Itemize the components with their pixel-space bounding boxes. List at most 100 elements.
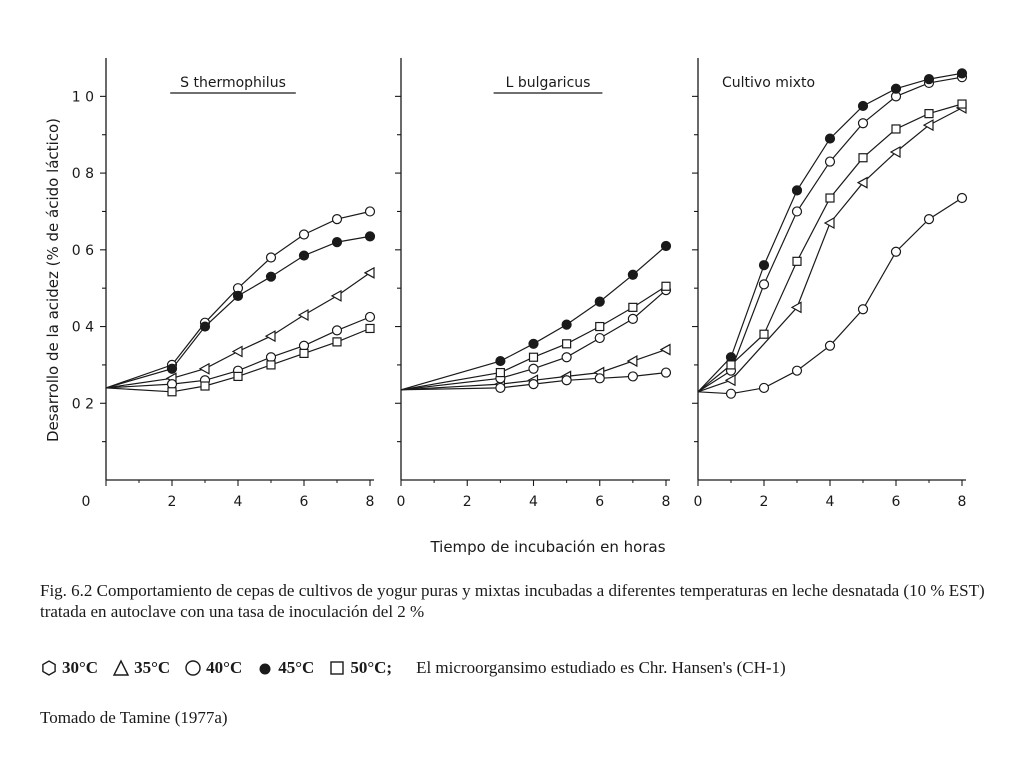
y-tick-label: 0 6 (72, 243, 94, 259)
x-tick-label: 8 (662, 494, 671, 510)
series-line (105, 272, 371, 389)
series-35-c (105, 266, 375, 389)
legend-item: 45°C (256, 657, 314, 678)
data-point (265, 271, 277, 282)
data-point (857, 304, 869, 315)
data-point (890, 83, 902, 94)
data-point (922, 119, 934, 132)
figure-chart: 0 2 0 4 0 6 0 8 1 0 0 2 4 6 8 S thermophilus 0 2 4 6 8 L… (44, 58, 968, 556)
data-point (891, 124, 901, 134)
data-point (364, 231, 376, 242)
data-point (790, 301, 802, 314)
data-point (726, 360, 736, 370)
source-credit: Tomado de Tamine (1977a) (40, 708, 228, 727)
data-point (298, 250, 310, 261)
data-point (792, 256, 802, 266)
data-point (495, 355, 506, 367)
x-tick-label: 2 (760, 494, 769, 510)
y-tick-label: 0 8 (72, 166, 94, 182)
data-point (858, 153, 868, 163)
chart-panels: 0 2 0 4 0 6 0 8 1 0 0 2 4 6 8 S thermophilus 0 2 4 6 8 L… (72, 58, 968, 510)
hexagon-marker-icon (42, 659, 56, 676)
data-point (956, 68, 968, 79)
x-tick-label: 2 (463, 494, 472, 510)
series-line (697, 107, 963, 393)
triangle-marker-icon (112, 658, 130, 676)
x-tick-label: 6 (300, 494, 309, 510)
data-point (594, 332, 605, 344)
y-tick-label: 0 2 (72, 396, 94, 412)
series-line (105, 235, 371, 389)
circle-filled-marker-icon (259, 663, 271, 674)
data-point (627, 313, 638, 324)
data-point (266, 360, 276, 370)
data-point (561, 352, 572, 363)
data-point (857, 100, 869, 112)
x-tick-label: 0 (694, 494, 703, 510)
legend-item: 50°C; (328, 657, 392, 678)
y-axis-label: Desarrollo de la acidez (% de ácido láct… (44, 118, 62, 442)
legend-label: 45°C (278, 658, 315, 677)
y-tick-label: 1 0 (72, 89, 94, 105)
data-point (758, 260, 770, 271)
panel-2: 0 2 4 6 8 L bulgaricus (395, 58, 672, 510)
legend-note: El microorgansimo estudiado es Chr. Hans… (416, 658, 786, 677)
data-point (331, 237, 343, 248)
square-marker-icon (330, 660, 345, 675)
data-point (924, 109, 934, 119)
panel-title: S thermophilus (180, 75, 286, 91)
data-point (627, 269, 638, 280)
panel-3: 0 2 4 6 8 Cultivo mixto (692, 58, 968, 510)
legend-item: 30°C (40, 657, 98, 678)
series-40-c (400, 367, 672, 394)
legend-items: 30°C 35°C 40°C 45°C 50°C; (40, 657, 406, 678)
series-line (105, 327, 371, 393)
data-point (200, 381, 210, 391)
temperature-legend: 30°C 35°C 40°C 45°C 50°C; El microorgansimo … (40, 657, 1000, 678)
data-point (659, 343, 671, 356)
series-45-c (105, 231, 376, 389)
data-point (297, 309, 309, 322)
data-point (265, 252, 277, 263)
data-point (231, 345, 243, 358)
data-point (823, 216, 835, 229)
data-point (298, 229, 310, 240)
x-tick-label: 6 (595, 494, 604, 510)
legend-label: 30°C (62, 658, 99, 677)
data-point (528, 378, 539, 390)
data-point (594, 373, 605, 384)
data-point (495, 367, 505, 378)
y-tick-label: 0 4 (72, 320, 94, 336)
data-point (332, 337, 342, 347)
data-point (528, 352, 539, 362)
data-point (890, 246, 902, 257)
data-point (957, 99, 967, 109)
data-point (627, 371, 638, 382)
series-line (105, 316, 371, 389)
x-tick-label: 4 (234, 494, 243, 510)
data-point (330, 289, 342, 302)
data-point (660, 367, 672, 378)
series-45-c (697, 68, 968, 393)
data-point (299, 348, 309, 358)
legend-item: 35°C (112, 657, 170, 678)
data-point (198, 362, 210, 375)
data-point (824, 340, 836, 351)
legend-item: 40°C (184, 657, 242, 678)
data-point (628, 302, 638, 312)
data-point (791, 206, 803, 217)
x-tick-label: 4 (529, 494, 538, 510)
legend-label: 35°C (134, 658, 171, 677)
panel-title: Cultivo mixto (722, 75, 815, 91)
data-point (759, 329, 769, 339)
data-point (167, 387, 177, 397)
data-point (825, 193, 835, 203)
circle-open-marker-icon (185, 659, 201, 676)
x-tick-label: 0 (397, 494, 406, 510)
panel-1: 0 2 0 4 0 6 0 8 1 0 0 2 4 6 8 S thermophilus (72, 58, 376, 510)
data-point (660, 240, 672, 252)
data-point (856, 176, 868, 189)
data-point (758, 279, 770, 290)
data-point (199, 321, 211, 332)
data-point (923, 73, 935, 85)
